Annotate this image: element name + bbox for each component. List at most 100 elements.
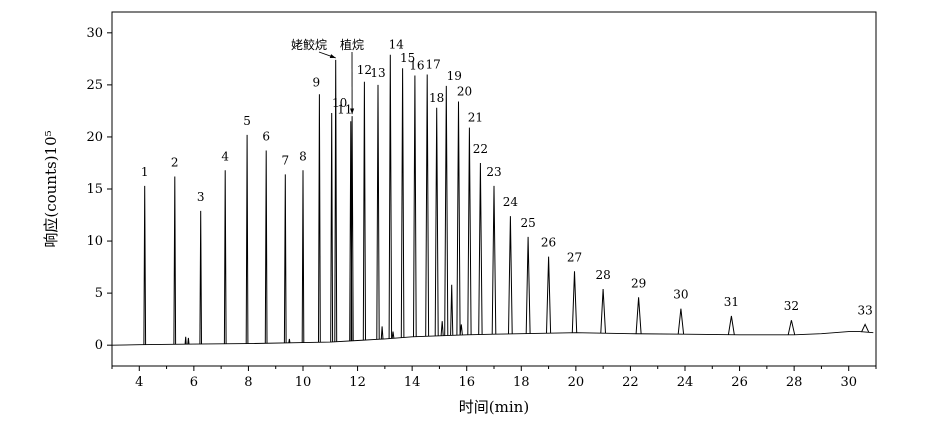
- y-tick-label: 10: [86, 234, 103, 249]
- x-tick-label: 20: [568, 375, 585, 390]
- peak: [264, 150, 268, 344]
- minor-peak: [380, 326, 384, 340]
- peak-label: 8: [299, 149, 307, 163]
- peak: [301, 170, 305, 343]
- minor-peak: [440, 321, 444, 336]
- peak: [199, 210, 202, 345]
- y-tick-label: 20: [86, 130, 103, 145]
- minor-peak: [184, 336, 187, 345]
- peak-label: 12: [357, 63, 372, 77]
- peak-label: 3: [197, 190, 205, 204]
- y-tick-label: 25: [86, 78, 103, 93]
- peak-label: 6: [262, 129, 270, 143]
- annotation-arrowhead: [329, 54, 336, 58]
- minor-peak: [450, 284, 454, 336]
- peak: [400, 68, 405, 338]
- x-tick-label: 4: [135, 375, 143, 390]
- peak: [143, 185, 147, 345]
- peak: [635, 297, 642, 334]
- peak-label: 26: [541, 236, 556, 250]
- peak-label: 9: [313, 75, 321, 89]
- y-tick-label: 30: [86, 26, 103, 41]
- peak: [318, 94, 321, 343]
- y-tick-label: 15: [86, 182, 103, 197]
- peak-label: 22: [473, 142, 488, 156]
- baseline-line: [111, 331, 874, 346]
- peak: [571, 271, 578, 333]
- peak-label: 13: [370, 66, 385, 80]
- x-tick-label: 12: [349, 375, 366, 390]
- peak: [362, 81, 366, 341]
- peak: [478, 162, 483, 335]
- peak-label: 10: [332, 96, 347, 110]
- peak: [376, 84, 380, 340]
- peak-label: 4: [221, 149, 229, 163]
- x-tick-label: 6: [190, 375, 198, 390]
- peak: [425, 74, 430, 337]
- peak-label: 15: [400, 51, 415, 65]
- peak-label: 28: [596, 268, 611, 282]
- x-tick-label: 10: [295, 375, 312, 390]
- peak: [334, 59, 338, 342]
- peak-label: 25: [520, 216, 535, 230]
- peak: [861, 323, 870, 333]
- peak-label: 20: [457, 85, 472, 99]
- peak-label: 7: [281, 153, 289, 167]
- annotation-arrowhead: [350, 108, 355, 115]
- annotation-label: 姥鲛烷: [291, 37, 327, 52]
- peak: [330, 112, 334, 343]
- peak-label: 32: [784, 299, 799, 313]
- peak: [508, 216, 513, 334]
- x-tick-label: 30: [840, 375, 857, 390]
- peak-label: 11: [337, 102, 352, 116]
- peak-label: 1: [141, 165, 149, 179]
- peak: [787, 320, 796, 335]
- peak-label: 19: [447, 69, 462, 83]
- annotation-label: 植烷: [340, 37, 364, 52]
- peak-label: 24: [503, 195, 519, 209]
- x-tick-label: 24: [677, 375, 694, 390]
- peak-label: 18: [429, 91, 444, 105]
- peak: [223, 170, 227, 344]
- peak-label: 2: [171, 156, 179, 170]
- peak-label: 30: [673, 288, 688, 302]
- peak: [491, 185, 497, 335]
- peak: [434, 107, 439, 336]
- peak: [600, 288, 606, 334]
- peak-label: 31: [724, 295, 739, 309]
- x-tick-label: 8: [244, 375, 252, 390]
- y-tick-label: 0: [95, 338, 103, 353]
- peak: [546, 256, 552, 334]
- peak-label: 14: [389, 38, 405, 52]
- peak-label: 21: [468, 111, 483, 125]
- peak: [525, 236, 531, 334]
- peak-label: 5: [243, 114, 251, 128]
- peak-label: 16: [409, 59, 424, 73]
- y-axis-title: 响应(counts)10⁵: [42, 130, 60, 247]
- peak: [283, 174, 287, 343]
- peak: [388, 54, 393, 339]
- y-tick-label: 5: [95, 286, 103, 301]
- peak: [413, 75, 417, 337]
- annotations: 姥鲛烷 植烷: [291, 37, 364, 115]
- peak-label: 27: [567, 250, 582, 264]
- peak: [444, 85, 449, 336]
- peak: [727, 315, 735, 335]
- x-axis-title: 时间(min): [459, 398, 529, 416]
- x-tick-label: 26: [731, 375, 748, 390]
- minor-peak: [187, 337, 190, 345]
- peak: [173, 176, 177, 345]
- x-tick-label: 28: [786, 375, 803, 390]
- peak-label: 17: [426, 57, 441, 71]
- minor-peak: [391, 331, 395, 339]
- peak-label: 33: [857, 303, 872, 317]
- x-tick-label: 16: [458, 375, 475, 390]
- x-tick-label: 14: [404, 375, 421, 390]
- peak: [677, 308, 685, 335]
- peak-label: 29: [631, 276, 646, 290]
- peak: [245, 134, 249, 344]
- peak: [350, 116, 354, 341]
